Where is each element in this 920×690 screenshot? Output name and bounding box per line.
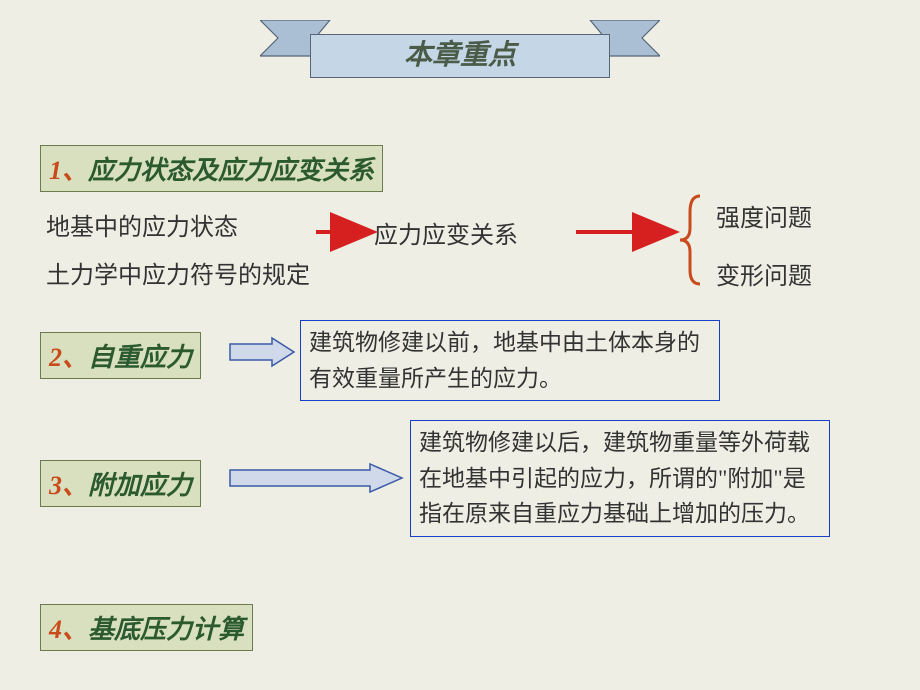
- text-left-2: 土力学中应力符号的规定: [46, 258, 310, 294]
- arrow-blue-1: [230, 338, 294, 366]
- box-section-3: 建筑物修建以后，建筑物重量等外荷载在地基中引起的应力，所谓的"附加"是指在原来自…: [410, 420, 830, 537]
- section-3-heading: 3、附加应力: [40, 460, 201, 507]
- text-right-2: 变形问题: [716, 256, 812, 291]
- banner-title: 本章重点: [310, 34, 610, 78]
- text-left-1: 地基中的应力状态: [46, 210, 238, 246]
- text-right-1: 强度问题: [716, 198, 812, 233]
- box-section-2: 建筑物修建以前，地基中由土体本身的有效重量所产生的应力。: [300, 320, 720, 401]
- section-2-text: 自重应力: [88, 343, 192, 372]
- section-2-num: 2、: [49, 343, 88, 372]
- section-2-heading: 2、自重应力: [40, 332, 201, 379]
- chapter-banner: 本章重点: [260, 20, 660, 80]
- section-3-text: 附加应力: [88, 471, 192, 500]
- section-1-num: 1、: [49, 156, 88, 185]
- text-mid: 应力应变关系: [374, 218, 518, 254]
- arrow-blue-2: [230, 464, 402, 492]
- section-4-heading: 4、基底压力计算: [40, 604, 253, 651]
- section-3-num: 3、: [49, 471, 88, 500]
- section-4-text: 基底压力计算: [88, 615, 244, 644]
- section-1-heading: 1、应力状态及应力应变关系: [40, 145, 383, 192]
- section-1-text: 应力状态及应力应变关系: [88, 156, 374, 185]
- section-4-num: 4、: [49, 615, 88, 644]
